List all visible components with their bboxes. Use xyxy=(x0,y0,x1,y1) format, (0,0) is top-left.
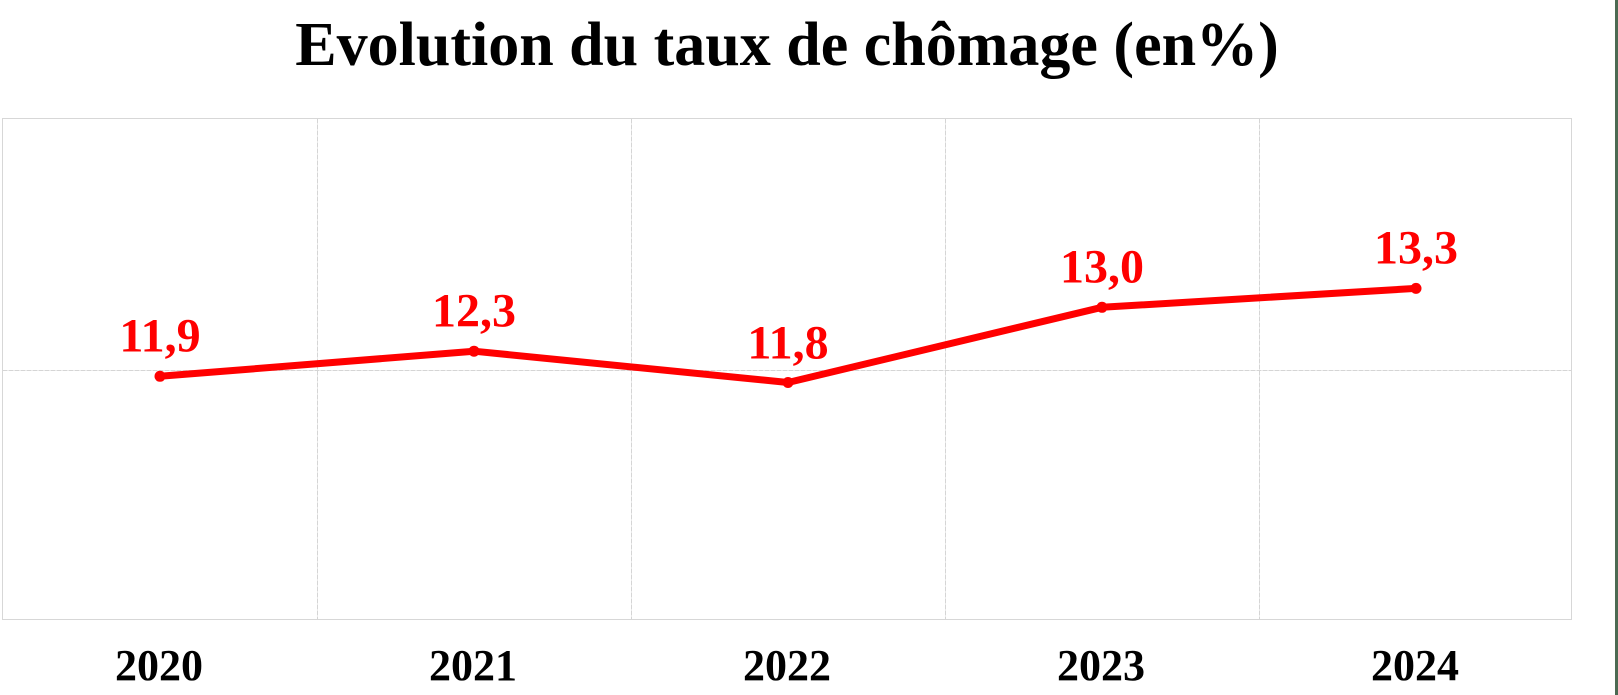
screen-right-edge-stripe xyxy=(1615,0,1618,695)
vertical-gridline xyxy=(945,119,946,619)
x-tick-label: 2021 xyxy=(429,641,517,690)
data-label: 11,9 xyxy=(119,309,201,363)
data-point-marker xyxy=(782,377,794,388)
horizontal-gridline xyxy=(3,370,1571,371)
data-point-marker xyxy=(1410,282,1422,294)
data-point-marker xyxy=(1096,301,1108,313)
series-line-layer xyxy=(154,282,1422,388)
vertical-gridline xyxy=(317,119,318,619)
data-label: 12,3 xyxy=(432,284,516,338)
data-point-marker xyxy=(154,370,166,382)
x-tick-label: 2023 xyxy=(1057,641,1145,690)
data-label: 13,0 xyxy=(1060,240,1144,294)
data-label: 11,8 xyxy=(747,316,829,370)
x-tick-label: 2022 xyxy=(743,641,831,690)
plot-area: 11,9 12,3 11,8 13,0 13,3 xyxy=(2,118,1572,620)
x-tick-label: 2024 xyxy=(1371,641,1459,690)
vertical-gridline xyxy=(1259,119,1260,619)
data-point-marker xyxy=(468,345,480,357)
chart-title: Evolution du taux de chômage (en%) xyxy=(295,11,1279,79)
data-label: 13,3 xyxy=(1374,221,1458,275)
x-tick-label: 2020 xyxy=(115,641,203,690)
